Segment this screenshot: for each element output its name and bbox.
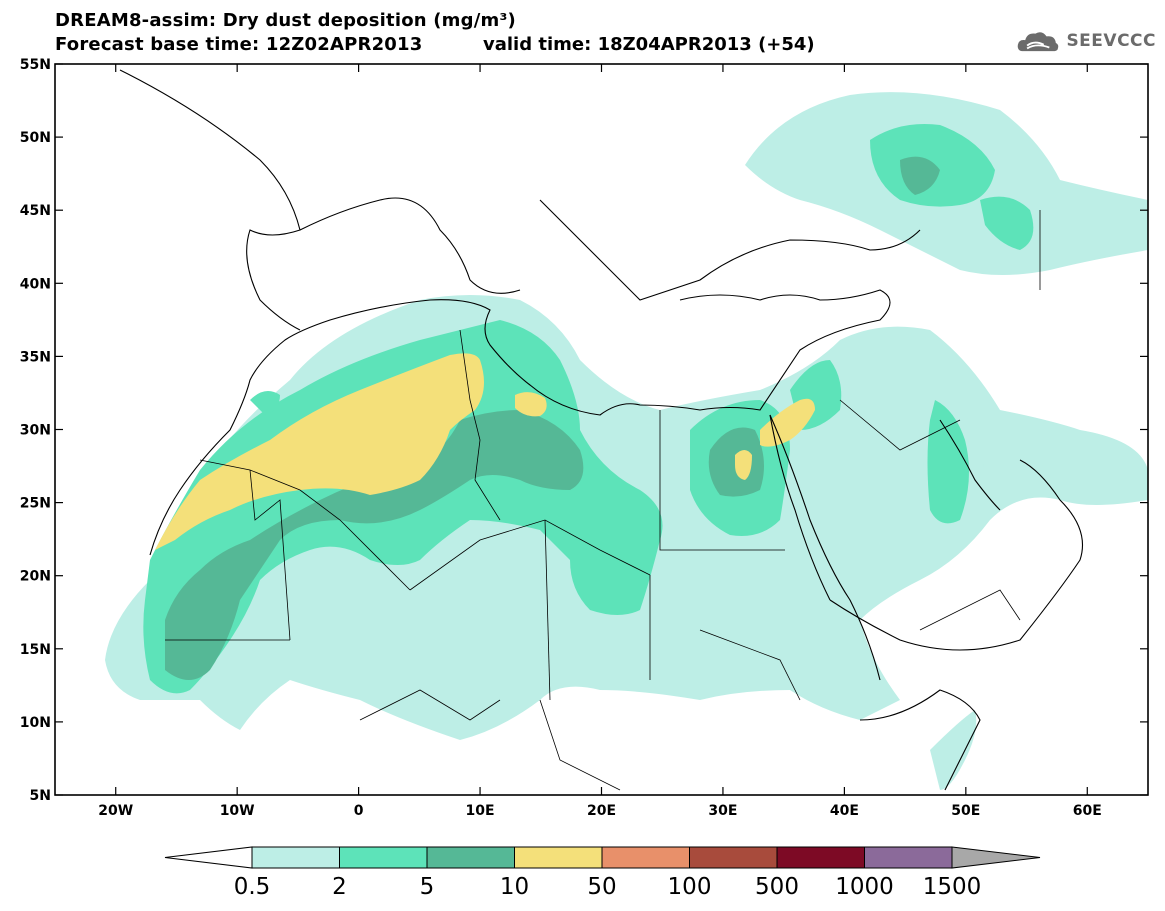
- map-title: DREAM8-assim: Dry dust deposition (mg/m³…: [55, 10, 516, 31]
- colorbar-label: 1500: [923, 874, 982, 900]
- colorbar-label: 500: [755, 874, 799, 900]
- colorbar-label: 0.5: [234, 874, 271, 900]
- lon-tick-label: 20E: [587, 803, 616, 819]
- lat-tick-label: 25N: [20, 496, 51, 512]
- lat-tick-label: 35N: [20, 349, 51, 365]
- forecast-base-time: Forecast base time: 12Z02APR2013: [55, 34, 423, 55]
- dust-fields: [105, 92, 1148, 790]
- colorbar-segment: [426, 846, 515, 869]
- colorbar-segment: [251, 846, 340, 869]
- coastlines: [119, 69, 1084, 791]
- lat-tick-label: 40N: [20, 276, 51, 292]
- lat-tick-label: 15N: [20, 642, 51, 658]
- logo-text: SEEVCCC: [1066, 31, 1156, 51]
- colorbar-segment: [514, 846, 603, 869]
- valid-time: valid time: 18Z04APR2013 (+54): [483, 34, 815, 55]
- lat-tick-label: 30N: [20, 423, 51, 439]
- lat-tick-label: 45N: [20, 203, 51, 219]
- colorbar-label: 100: [668, 874, 712, 900]
- colorbar-segment: [951, 846, 1041, 869]
- colorbar-segment: [776, 846, 865, 869]
- colorbar-label: 50: [587, 874, 616, 900]
- colorbar-label: 10: [500, 874, 529, 900]
- cloud-icon: [1017, 32, 1059, 52]
- axis-ticks: 55N 50N 45N 40N 35N 30N 25N 20N 15N 10N 5N 20W 10W 0 1…: [20, 57, 1148, 819]
- colorbar-segment: [601, 846, 690, 869]
- colorbar-segment: [339, 846, 428, 869]
- lon-tick-label: 10W: [220, 803, 255, 819]
- lon-tick-label: 20W: [98, 803, 133, 819]
- seevccc-logo: SEEVCCC: [1016, 26, 1156, 56]
- lat-tick-label: 50N: [20, 130, 51, 146]
- lon-tick-label: 50E: [951, 803, 980, 819]
- lat-tick-label: 10N: [20, 715, 51, 731]
- colorbar-label: 1000: [835, 874, 894, 900]
- lat-tick-label: 20N: [20, 569, 51, 585]
- lon-tick-label: 60E: [1073, 803, 1102, 819]
- lon-tick-label: 10E: [466, 803, 495, 819]
- colorbar: 0.5 2 5 10 50 100 500 1000 1500: [164, 846, 1041, 900]
- deposition-level-10: [155, 353, 815, 550]
- colorbar-segment: [689, 846, 778, 869]
- colorbar-label: 2: [332, 874, 347, 900]
- lat-tick-label: 5N: [30, 788, 51, 804]
- colorbar-segment: [864, 846, 953, 869]
- colorbar-segment: [164, 846, 253, 869]
- lon-tick-label: 40E: [830, 803, 859, 819]
- lat-tick-label: 55N: [20, 57, 51, 73]
- lon-tick-label: 30E: [708, 803, 737, 819]
- colorbar-label: 5: [420, 874, 435, 900]
- country-borders: [165, 210, 1041, 791]
- lon-tick-label: 0: [354, 803, 364, 819]
